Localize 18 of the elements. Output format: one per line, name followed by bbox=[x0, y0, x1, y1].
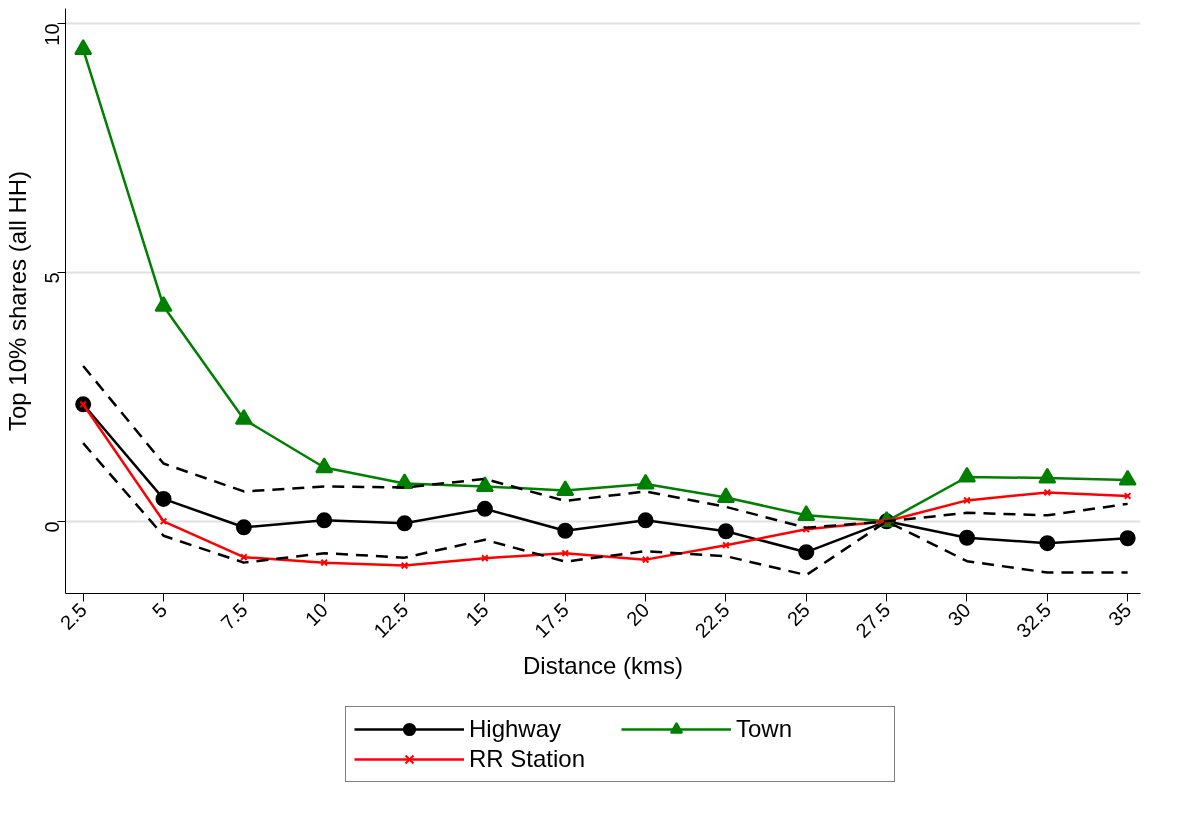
y-axis-title: Top 10% shares (all HH) bbox=[3, 170, 31, 432]
x-tick-label: 25 bbox=[782, 598, 815, 631]
x-tick-label: 2.5 bbox=[55, 598, 91, 634]
x-tick-label: 20 bbox=[622, 598, 654, 631]
x-tick-label: 32.5 bbox=[1012, 598, 1056, 642]
x-tick-label: 15 bbox=[461, 598, 493, 631]
x-tick-label: 30 bbox=[943, 598, 975, 631]
x-tick-label: 5 bbox=[147, 598, 172, 623]
legend-label: Highway bbox=[469, 714, 563, 743]
x-tick-label: 10 bbox=[300, 598, 332, 631]
y-tick-label: 5 bbox=[41, 272, 64, 284]
x-axis-title: Distance (kms) bbox=[522, 651, 684, 679]
x-tick-label: 35 bbox=[1104, 598, 1136, 631]
legend-label: Town bbox=[736, 714, 794, 743]
x-tick-label: 7.5 bbox=[216, 598, 252, 634]
y-tick-label: 0 bbox=[41, 521, 64, 533]
legend-label: RR Station bbox=[469, 744, 587, 773]
y-tick-label: 10 bbox=[41, 23, 64, 46]
